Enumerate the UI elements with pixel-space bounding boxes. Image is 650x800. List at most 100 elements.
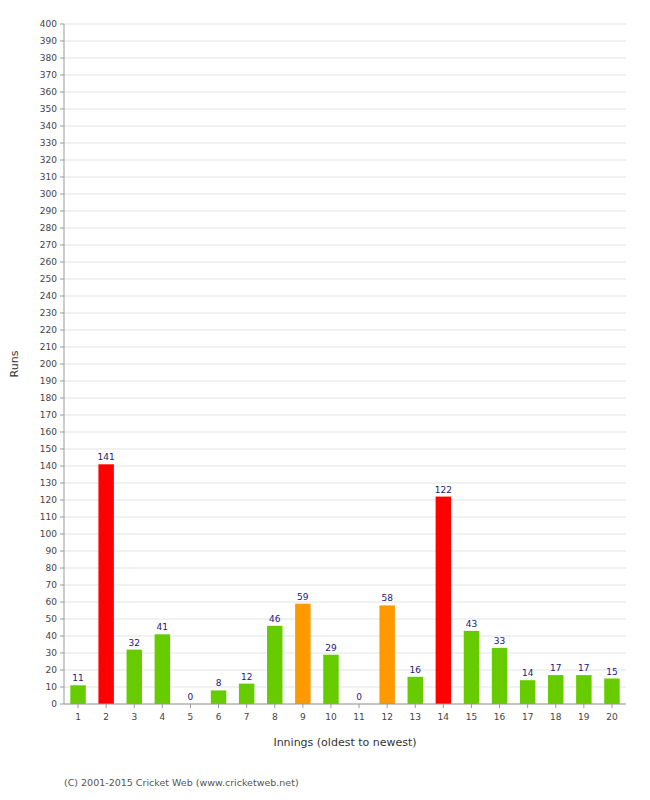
y-tick-label: 180 <box>40 393 57 403</box>
x-tick <box>302 704 303 708</box>
y-tick-label: 350 <box>40 104 57 114</box>
y-tick-label: 310 <box>40 172 57 182</box>
data-label: 0 <box>356 692 362 702</box>
data-label: 29 <box>325 643 337 653</box>
y-tick-label: 0 <box>51 699 57 709</box>
y-tick <box>60 398 64 399</box>
y-tick-label: 320 <box>40 155 57 165</box>
grid-line <box>64 24 626 25</box>
y-tick <box>60 194 64 195</box>
y-tick-label: 230 <box>40 308 57 318</box>
y-tick <box>60 653 64 654</box>
x-tick <box>415 704 416 708</box>
data-label: 43 <box>466 619 477 629</box>
grid-line <box>64 177 626 178</box>
grid-line <box>64 704 626 705</box>
x-tick-label: 8 <box>272 712 278 722</box>
x-tick-label: 2 <box>103 712 109 722</box>
y-tick-label: 380 <box>40 53 57 63</box>
grid-line <box>64 143 626 144</box>
grid-line <box>64 619 626 620</box>
grid-line <box>64 466 626 467</box>
bar <box>464 631 479 704</box>
y-tick-label: 50 <box>46 614 58 624</box>
y-tick-label: 90 <box>46 546 58 556</box>
y-tick <box>60 449 64 450</box>
grid-line <box>64 58 626 59</box>
y-tick-label: 220 <box>40 325 57 335</box>
chart: 0102030405060708090100110120130140150160… <box>0 0 650 800</box>
y-tick <box>60 381 64 382</box>
y-tick <box>60 296 64 297</box>
x-tick <box>106 704 107 708</box>
y-tick <box>60 143 64 144</box>
x-tick-label: 10 <box>325 712 337 722</box>
x-tick-label: 18 <box>550 712 562 722</box>
y-tick-label: 120 <box>40 495 57 505</box>
y-tick <box>60 126 64 127</box>
data-label: 0 <box>188 692 194 702</box>
data-label: 11 <box>72 673 83 683</box>
y-tick-label: 360 <box>40 87 57 97</box>
y-tick <box>60 483 64 484</box>
data-label: 122 <box>435 485 452 495</box>
y-tick <box>60 466 64 467</box>
grid-line <box>64 415 626 416</box>
bar <box>211 690 226 704</box>
grid-line <box>64 126 626 127</box>
grid-line <box>64 687 626 688</box>
y-tick <box>60 534 64 535</box>
grid-line <box>64 602 626 603</box>
y-tick <box>60 279 64 280</box>
y-tick-label: 10 <box>46 682 58 692</box>
data-label: 12 <box>241 672 252 682</box>
data-label: 17 <box>578 663 589 673</box>
bar <box>408 677 423 704</box>
y-axis: 0102030405060708090100110120130140150160… <box>40 19 64 709</box>
y-tick-label: 200 <box>40 359 57 369</box>
y-tick <box>60 517 64 518</box>
data-label: 14 <box>522 668 534 678</box>
grid-line <box>64 279 626 280</box>
y-tick-label: 270 <box>40 240 57 250</box>
bar <box>98 464 113 704</box>
bar <box>492 648 507 704</box>
bar <box>127 650 142 704</box>
grid-line <box>64 296 626 297</box>
y-tick <box>60 75 64 76</box>
y-tick <box>60 211 64 212</box>
grid-line <box>64 534 626 535</box>
y-tick-label: 30 <box>46 648 58 658</box>
grid-line <box>64 398 626 399</box>
bar <box>267 626 282 704</box>
x-axis: 1234567891011121314151617181920 <box>64 704 626 722</box>
y-tick <box>60 24 64 25</box>
x-tick <box>611 704 612 708</box>
data-label: 41 <box>157 622 168 632</box>
y-tick <box>60 636 64 637</box>
grid-line <box>64 160 626 161</box>
grid-line <box>64 194 626 195</box>
y-tick-label: 250 <box>40 274 57 284</box>
y-tick <box>60 177 64 178</box>
x-tick-label: 4 <box>159 712 165 722</box>
x-tick <box>274 704 275 708</box>
bar <box>520 680 535 704</box>
y-tick-label: 190 <box>40 376 57 386</box>
bar <box>379 605 394 704</box>
data-label: 15 <box>606 667 617 677</box>
grid-line <box>64 330 626 331</box>
y-tick <box>60 245 64 246</box>
bar <box>239 684 254 704</box>
x-tick <box>78 704 79 708</box>
y-tick <box>60 228 64 229</box>
y-tick-label: 20 <box>46 665 58 675</box>
grid-line <box>64 551 626 552</box>
x-tick-label: 11 <box>353 712 364 722</box>
y-tick-label: 80 <box>46 563 58 573</box>
x-tick <box>359 704 360 708</box>
bar <box>295 604 310 704</box>
grid-line <box>64 75 626 76</box>
grid-line <box>64 585 626 586</box>
x-tick-label: 16 <box>494 712 506 722</box>
